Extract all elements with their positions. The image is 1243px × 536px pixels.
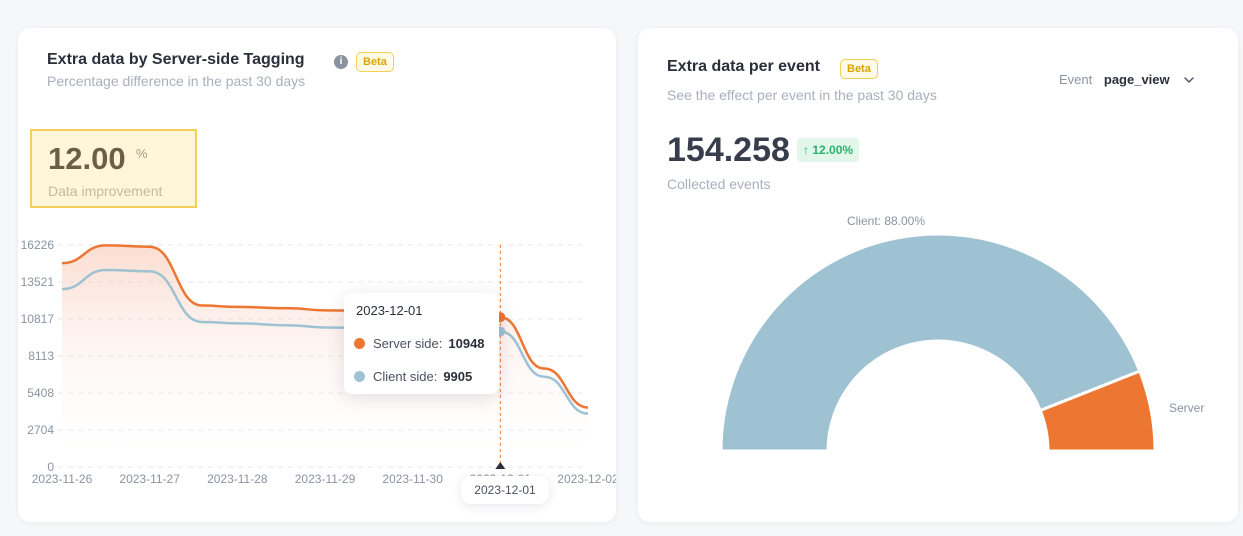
y-tick-label: 13521 <box>21 275 55 289</box>
beta-badge: Beta <box>840 59 878 79</box>
tooltip-row-server: Server side: 10948 <box>354 336 485 351</box>
client-segment[interactable] <box>719 232 1142 453</box>
x-tick-label: 2023-11-28 <box>207 472 268 486</box>
x-tick-label: 2023-11-29 <box>295 472 356 486</box>
card-subtitle: See the effect per event in the past 30 … <box>667 87 937 103</box>
tooltip-value: 10948 <box>448 336 485 351</box>
y-tick-label: 10817 <box>21 312 55 326</box>
chart-tooltip: 2023-12-01 Server side: 10948 Client side… <box>344 293 499 394</box>
server-series-line[interactable] <box>61 244 589 409</box>
y-tick-label: 5408 <box>27 386 54 400</box>
card-title: Extra data by Server-side Tagging <box>47 51 305 68</box>
beta-badge: Beta <box>356 52 394 72</box>
x-hover-label: 2023-12-01 <box>461 476 549 504</box>
x-tick-label: 2023-11-30 <box>382 472 443 486</box>
server-segment-label: Server <box>1169 401 1204 415</box>
tooltip-label: Server side: <box>373 336 443 351</box>
chevron-down-icon[interactable] <box>1183 74 1195 89</box>
event-dropdown[interactable]: Event page_view <box>1059 72 1195 89</box>
card-title: Extra data per event <box>667 58 820 75</box>
event-label: Event <box>1059 72 1093 87</box>
arrow-up-icon: ↑ <box>803 143 809 157</box>
kpi-label: Data improvement <box>48 183 163 199</box>
change-value: 12.00% <box>812 143 854 157</box>
server-area <box>62 245 588 467</box>
y-tick-label: 16226 <box>21 238 55 252</box>
client-series-line[interactable] <box>61 268 589 415</box>
kpi-box: 12.00 % Data improvement <box>30 129 197 208</box>
tooltip-row-client: Client side: 9905 <box>354 369 472 384</box>
server-segment[interactable] <box>1038 369 1157 453</box>
tooltip-value: 9905 <box>443 369 473 384</box>
card-subtitle: Percentage difference in the past 30 day… <box>47 73 306 89</box>
event-value: page_view <box>1103 72 1170 87</box>
change-badge: ↑ 12.00% <box>797 138 860 162</box>
gauge-chart[interactable]: Client: 88.00% Server <box>638 208 1238 508</box>
tooltip-date: 2023-12-01 <box>356 303 423 318</box>
y-tick-label: 2704 <box>27 423 54 437</box>
client-segment-label: Client: 88.00% <box>847 214 925 228</box>
extra-data-per-event-card: Extra data per event Beta See the effect… <box>638 28 1238 522</box>
x-tick-label: 2023-11-26 <box>32 472 93 486</box>
kpi-value: 12.00 <box>48 141 126 176</box>
total-events-value: 154.258 <box>667 131 790 169</box>
total-events-label: Collected events <box>667 176 771 192</box>
y-tick-label: 8113 <box>28 349 54 363</box>
info-icon[interactable]: i <box>334 55 348 69</box>
x-tick-label: 2023-11-27 <box>119 472 180 486</box>
x-tick-label: 2023-12-02 <box>557 472 616 486</box>
server-legend-dot <box>354 338 365 349</box>
extra-data-card: Extra data by Server-side Tagging i Beta… <box>18 28 616 522</box>
x-axis-marker <box>495 462 506 469</box>
tooltip-label: Client side: <box>373 369 438 384</box>
client-legend-dot <box>354 371 365 382</box>
kpi-unit: % <box>136 146 148 161</box>
y-tick-label: 0 <box>47 460 54 474</box>
